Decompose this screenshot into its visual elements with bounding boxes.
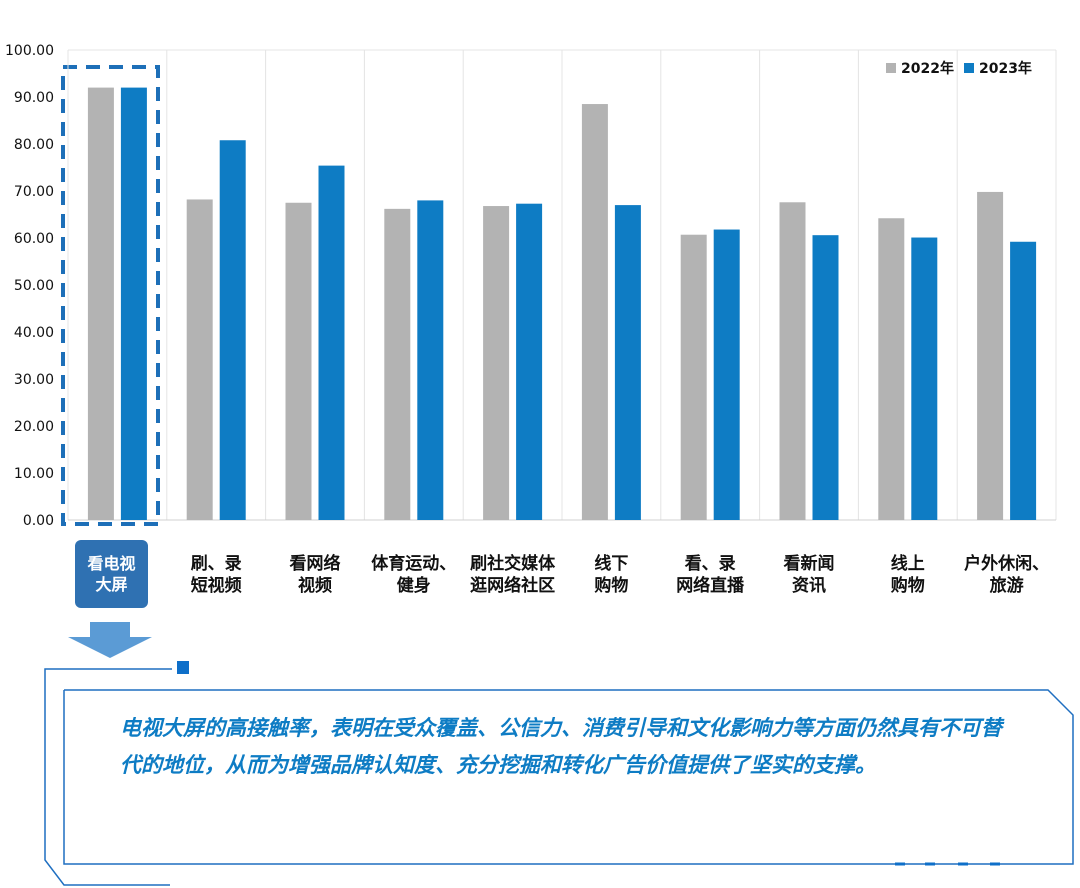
- bar-2022-5: [581, 104, 608, 521]
- bar-2023-5: [614, 205, 641, 520]
- conclusion-frame: [44, 668, 1074, 886]
- bar-2023-4: [516, 203, 543, 520]
- category-label: 户外休闲、 旅游: [964, 554, 1050, 596]
- bar-2022-9: [977, 191, 1004, 520]
- category-label-highlighted: 看电视 大屏: [75, 540, 148, 608]
- bar-2023-7: [812, 235, 839, 520]
- y-tick-label: 100.00: [5, 43, 54, 59]
- down-arrow-icon: [68, 622, 152, 658]
- y-tick-label: 70.00: [14, 184, 54, 200]
- legend-swatch-2023: [963, 63, 974, 73]
- y-tick-label: 90.00: [14, 90, 54, 106]
- category-label: 刷、录 短视频: [190, 554, 242, 596]
- frame-accent: [177, 661, 189, 674]
- bar-2023-3: [417, 200, 444, 520]
- bar-2023-6: [713, 229, 740, 521]
- y-tick-label: 40.00: [14, 325, 54, 341]
- legend-label-2023: 2023年: [978, 61, 1032, 77]
- highlight-box: [61, 65, 160, 526]
- chart-legend: 2022年 2023年: [886, 58, 1032, 78]
- category-label: 刷社交媒体 逛网络社区: [470, 554, 556, 596]
- y-tick-label: 10.00: [14, 466, 54, 482]
- y-tick-label: 0.00: [23, 513, 54, 529]
- bar-2023-1: [219, 140, 246, 521]
- bar-2022-6: [680, 234, 707, 520]
- bar-2023-0: [120, 87, 147, 520]
- legend-item-2023: 2023年: [963, 58, 1032, 78]
- bar-2023-8: [911, 237, 938, 520]
- bar-2022-7: [779, 202, 806, 520]
- bar-2022-4: [483, 206, 510, 521]
- y-tick-label: 60.00: [14, 231, 54, 247]
- legend-label-2022: 2022年: [901, 61, 954, 77]
- category-label: 看网络 视频: [289, 554, 341, 596]
- y-tick-label: 50.00: [14, 278, 54, 294]
- y-tick-label: 30.00: [14, 372, 54, 388]
- bar-2023-9: [1010, 241, 1037, 520]
- bar-2023-2: [318, 165, 345, 520]
- category-label: 体育运动、 健身: [371, 554, 457, 596]
- bar-2022-8: [878, 218, 905, 520]
- bar-2022-2: [285, 202, 312, 520]
- category-label: 线下 购物: [594, 554, 629, 596]
- bar-2022-0: [87, 87, 114, 520]
- bar-2022-3: [384, 208, 411, 521]
- bar-2022-1: [186, 199, 213, 520]
- category-label: 看新闻 资讯: [783, 554, 835, 596]
- y-tick-label: 20.00: [14, 419, 54, 435]
- category-label: 线上 购物: [890, 554, 925, 596]
- legend-item-2022: 2022年: [886, 58, 954, 78]
- conclusion-text: 电视大屏的高接触率，表明在受众覆盖、公信力、消费引导和文化影响力等方面仍然具有不…: [120, 716, 1002, 777]
- legend-swatch-2022: [886, 63, 896, 73]
- category-label: 看、录 网络直播: [676, 554, 745, 596]
- y-tick-label: 80.00: [14, 137, 54, 153]
